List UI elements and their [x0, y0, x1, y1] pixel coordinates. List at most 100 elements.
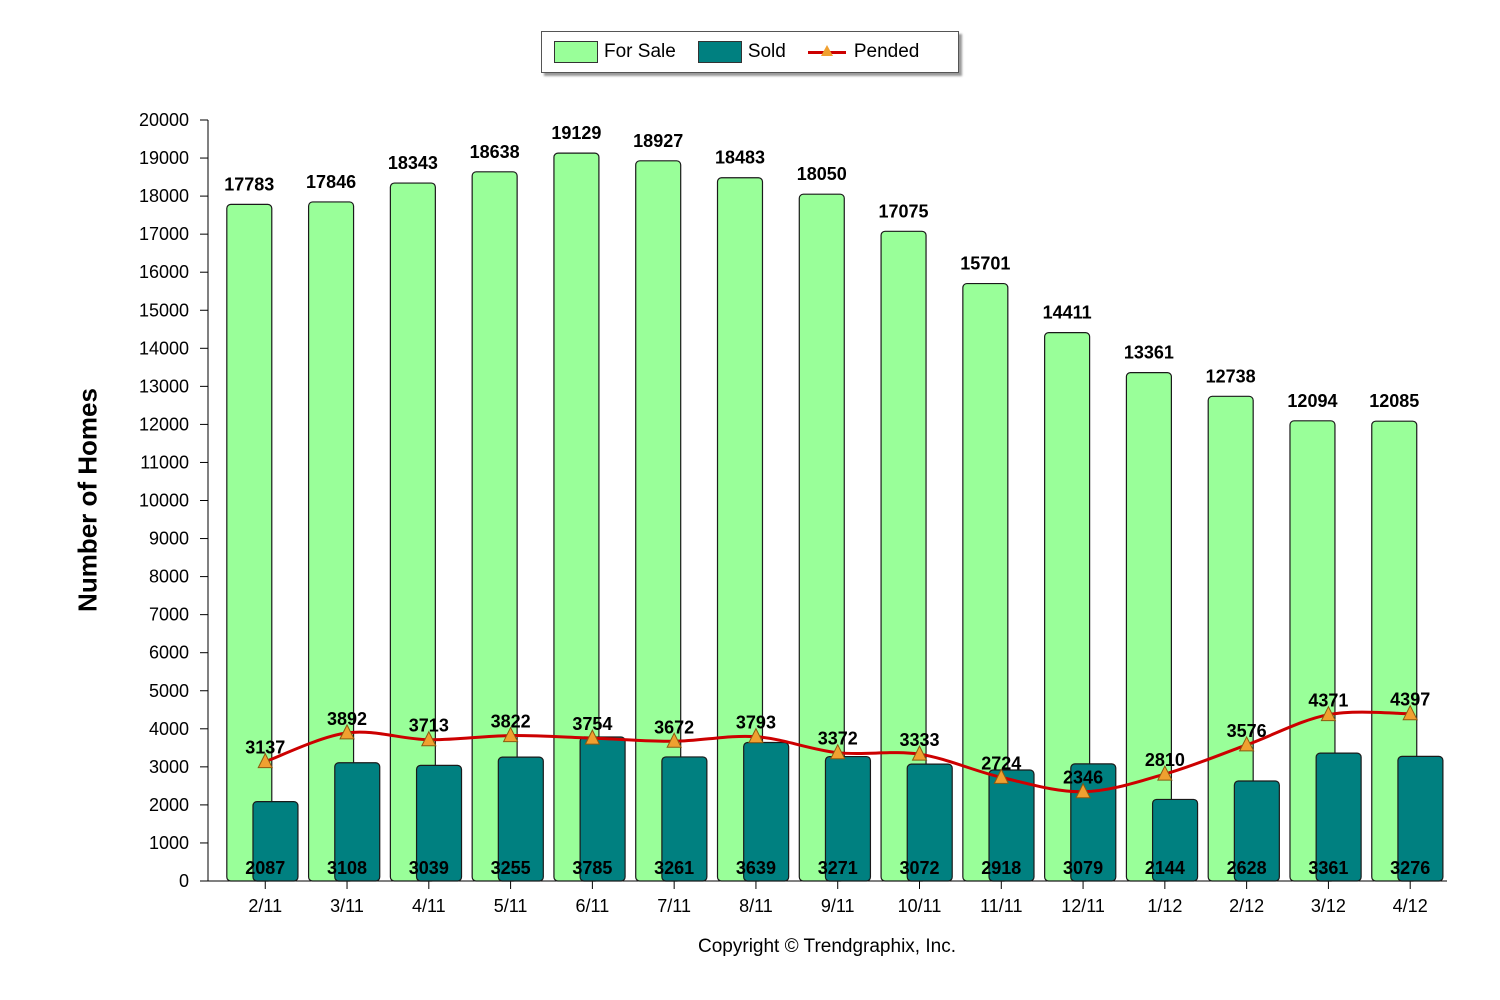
bar-sold [252, 800, 299, 882]
data-label-sold: 2628 [1227, 858, 1267, 878]
data-label-pended: 3793 [736, 713, 776, 733]
marker-pended [339, 723, 355, 740]
bar-sold [1233, 780, 1280, 882]
legend: For Sale Sold Pended [541, 31, 959, 73]
data-label-for-sale: 18483 [715, 148, 765, 168]
bar-for-sale [635, 160, 682, 882]
data-label-sold: 3361 [1308, 858, 1348, 878]
data-label-pended: 4397 [1390, 690, 1430, 710]
x-tick-label: 7/11 [657, 896, 691, 916]
marker-pended [1157, 764, 1173, 781]
y-tick-label: 8000 [149, 567, 189, 587]
y-tick-label: 17000 [139, 224, 189, 244]
marker-pended [1320, 705, 1337, 722]
bar-sold [334, 762, 381, 882]
marker-pended [421, 730, 437, 747]
data-label-pended: 3333 [899, 730, 939, 750]
bar-for-sale [471, 171, 518, 882]
y-tick-label: 16000 [139, 262, 189, 282]
bar-sold [988, 769, 1035, 882]
y-tick-label: 3000 [149, 757, 189, 777]
data-label-sold: 3276 [1390, 858, 1430, 878]
x-tick-label: 10/11 [898, 896, 942, 916]
data-label-sold: 3639 [736, 858, 776, 878]
bar-for-sale [1044, 332, 1091, 882]
data-label-for-sale: 12085 [1369, 391, 1419, 411]
bar-sold [743, 741, 790, 882]
x-tick-label: 4/11 [412, 896, 446, 916]
data-label-sold: 2144 [1145, 858, 1185, 878]
marker-pended [584, 729, 601, 745]
x-tick-label: 6/11 [576, 896, 610, 916]
data-label-for-sale: 17075 [879, 201, 929, 221]
bar-for-sale [716, 177, 764, 882]
data-label-for-sale: 18927 [633, 131, 683, 151]
legend-swatch-sold [697, 41, 742, 63]
data-label-sold: 3785 [572, 858, 612, 878]
data-label-pended: 4371 [1308, 691, 1348, 711]
data-label-sold: 3072 [899, 858, 939, 878]
data-label-pended: 2724 [981, 753, 1021, 773]
data-label-for-sale: 18343 [388, 153, 438, 173]
y-tick-label: 6000 [149, 643, 189, 663]
data-label-for-sale: 18050 [797, 164, 847, 184]
copyright-text: Copyright © Trendgraphix, Inc. [698, 936, 956, 957]
x-tick-label: 12/11 [1061, 896, 1105, 916]
data-label-pended: 3754 [572, 714, 612, 734]
bar-sold [1397, 755, 1444, 882]
data-label-for-sale: 12094 [1287, 391, 1337, 411]
x-tick-label: 1/12 [1147, 896, 1182, 916]
x-tick-label: 2/12 [1229, 896, 1264, 916]
marker-pended [1075, 782, 1091, 799]
data-label-sold: 3261 [654, 858, 694, 878]
legend-swatch-pended [807, 41, 846, 63]
y-tick-label: 4000 [149, 719, 189, 739]
data-label-sold: 3108 [327, 858, 367, 878]
data-label-for-sale: 18638 [470, 142, 520, 162]
y-tick-label: 7000 [149, 605, 189, 625]
data-label-sold: 2087 [245, 858, 285, 878]
data-label-for-sale: 17783 [224, 174, 274, 194]
legend-label-for-sale: For Sale [604, 41, 676, 62]
bar-sold [824, 755, 872, 882]
data-label-for-sale: 19129 [551, 123, 601, 143]
marker-pended [829, 743, 846, 760]
bar-for-sale [962, 282, 1009, 882]
legend-item-sold: Sold [697, 41, 786, 63]
marker-pended [993, 768, 1010, 784]
bar-sold [497, 756, 544, 882]
data-label-for-sale: 15701 [960, 254, 1010, 274]
x-tick-label: 3/12 [1311, 896, 1346, 916]
marker-pended [1402, 704, 1419, 721]
y-tick-label: 9000 [149, 529, 189, 549]
data-label-pended: 2346 [1063, 768, 1103, 788]
legend-label-sold: Sold [747, 41, 786, 62]
data-label-pended: 3372 [818, 729, 858, 749]
bar-for-sale [880, 230, 927, 882]
x-tick-label: 5/11 [494, 896, 528, 916]
x-tick-label: 9/11 [821, 896, 855, 916]
y-tick-label: 12000 [139, 414, 189, 434]
y-tick-label: 14000 [139, 338, 189, 358]
y-tick-label: 15000 [139, 300, 189, 320]
y-tick-label: 0 [179, 871, 189, 891]
bar-for-sale [798, 193, 845, 882]
data-label-sold: 3039 [409, 858, 449, 878]
data-label-sold: 3255 [491, 858, 531, 878]
data-label-pended: 3137 [245, 738, 285, 758]
bar-sold [579, 736, 626, 882]
y-tick-label: 1000 [149, 833, 189, 853]
data-label-sold: 2918 [981, 858, 1021, 878]
data-label-sold: 3079 [1063, 858, 1103, 878]
legend-item-for-sale: For Sale [554, 41, 676, 63]
bar-sold [906, 763, 953, 882]
data-label-for-sale: 12738 [1206, 366, 1256, 386]
y-tick-label: 11000 [140, 452, 189, 472]
marker-pended [748, 727, 764, 744]
y-tick-label: 10000 [139, 491, 189, 511]
y-tick-label: 5000 [149, 681, 189, 701]
triangle-marker-icon [820, 45, 833, 56]
data-label-sold: 3271 [818, 858, 858, 878]
marker-pended [502, 726, 519, 743]
